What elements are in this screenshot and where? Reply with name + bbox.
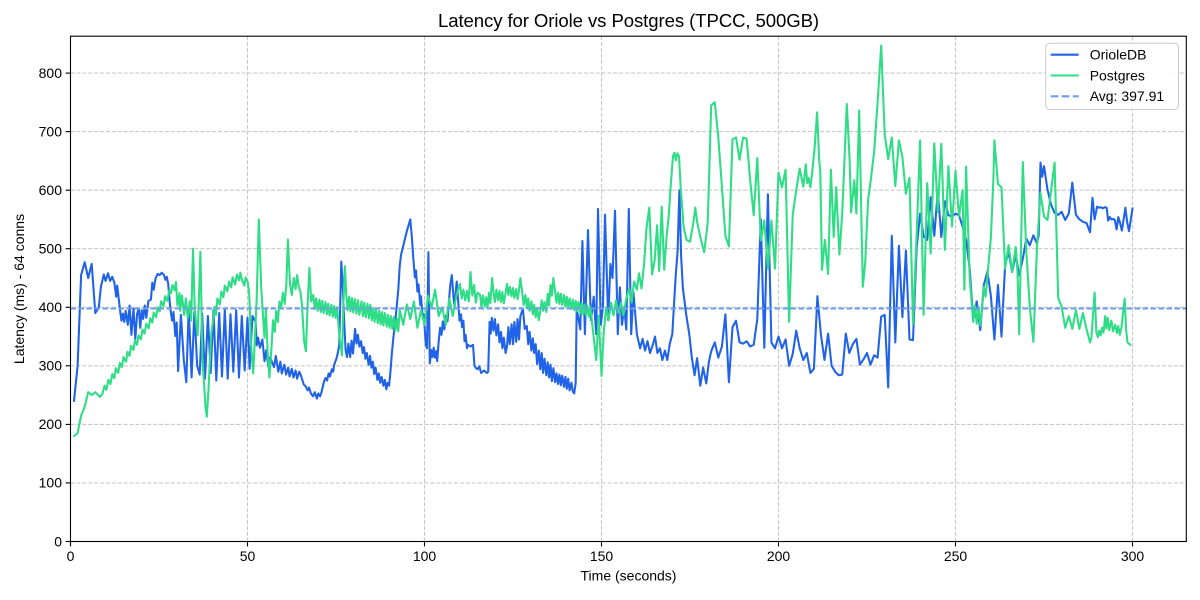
svg-text:600: 600 [39, 182, 63, 198]
svg-text:300: 300 [1121, 548, 1145, 564]
svg-text:200: 200 [39, 416, 63, 432]
svg-text:Avg: 397.91: Avg: 397.91 [1090, 88, 1165, 104]
svg-text:100: 100 [39, 475, 63, 491]
svg-text:800: 800 [39, 65, 63, 81]
svg-text:Postgres: Postgres [1090, 67, 1145, 83]
svg-text:500: 500 [39, 241, 63, 257]
svg-text:300: 300 [39, 358, 63, 374]
svg-text:200: 200 [767, 548, 791, 564]
svg-text:400: 400 [39, 299, 63, 315]
svg-text:150: 150 [590, 548, 614, 564]
svg-text:Latency for Oriole vs Postgres: Latency for Oriole vs Postgres (TPCC, 50… [438, 10, 819, 31]
svg-text:0: 0 [54, 533, 62, 549]
svg-text:250: 250 [944, 548, 968, 564]
svg-text:Time (seconds): Time (seconds) [581, 568, 677, 584]
svg-text:Latency (ms) - 64 conns: Latency (ms) - 64 conns [11, 214, 27, 364]
svg-text:100: 100 [413, 548, 437, 564]
svg-text:0: 0 [67, 548, 75, 564]
svg-text:50: 50 [240, 548, 256, 564]
svg-text:700: 700 [39, 123, 63, 139]
svg-text:OrioleDB: OrioleDB [1090, 47, 1147, 63]
